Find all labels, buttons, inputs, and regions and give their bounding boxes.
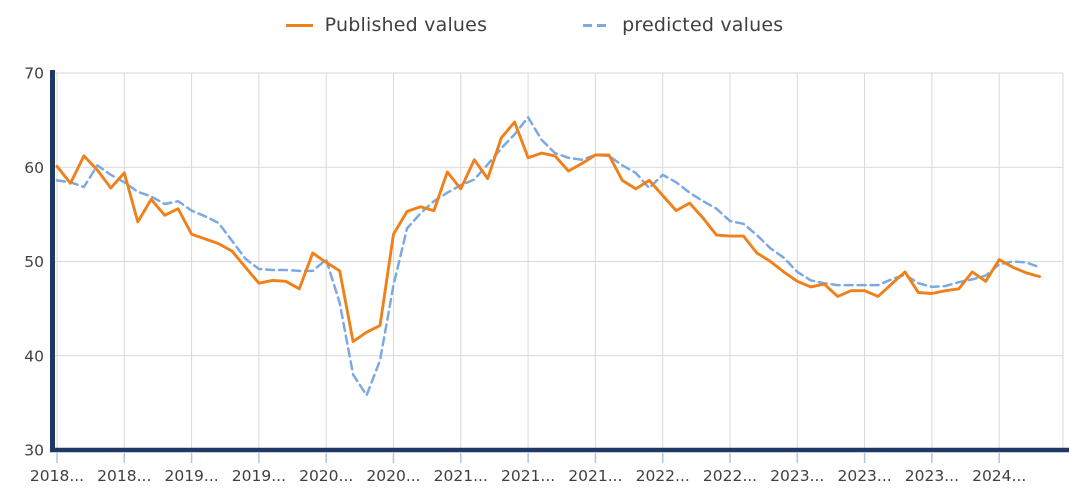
x-axis-tick-label: 2022... [636, 467, 690, 485]
predicted-line-swatch-icon [583, 23, 611, 27]
y-axis-tick-label: 50 [24, 253, 44, 271]
x-axis-tick-label: 2019... [164, 467, 218, 485]
published-series-line[interactable] [55, 120, 1042, 344]
x-axis-tick-label: 2018... [30, 467, 84, 485]
x-axis-tick-label: 2019... [232, 467, 286, 485]
legend-item-published[interactable]: Published values [285, 14, 488, 36]
y-axis-tick-label: 30 [24, 442, 44, 460]
y-axis-tick-label: 70 [24, 65, 44, 83]
x-axis-tick-label: 2021... [501, 467, 555, 485]
y-axis-tick-label: 40 [24, 347, 44, 365]
published-line-swatch-icon [285, 23, 313, 27]
legend-item-predicted[interactable]: predicted values [583, 14, 783, 36]
predicted-series-line[interactable] [55, 116, 1041, 397]
legend-label-predicted: predicted values [622, 14, 784, 36]
legend-label-published: Published values [324, 14, 488, 36]
chart-legend: Published values predicted values [0, 14, 1069, 36]
x-axis-tick-label: 2023... [837, 467, 891, 485]
x-axis-tick-label: 2021... [434, 467, 488, 485]
x-axis-tick-label: 2023... [905, 467, 959, 485]
x-axis-tick-label: 2023... [770, 467, 824, 485]
x-axis-tick-label: 2020... [366, 467, 420, 485]
x-axis-tick-label: 2021... [568, 467, 622, 485]
x-axis-tick-label: 2018... [97, 467, 151, 485]
x-axis-tick-label: 2024... [972, 467, 1026, 485]
x-axis-tick-label: 2022... [703, 467, 757, 485]
x-axis-tick-label: 2020... [299, 467, 353, 485]
y-axis-tick-label: 60 [24, 159, 44, 177]
